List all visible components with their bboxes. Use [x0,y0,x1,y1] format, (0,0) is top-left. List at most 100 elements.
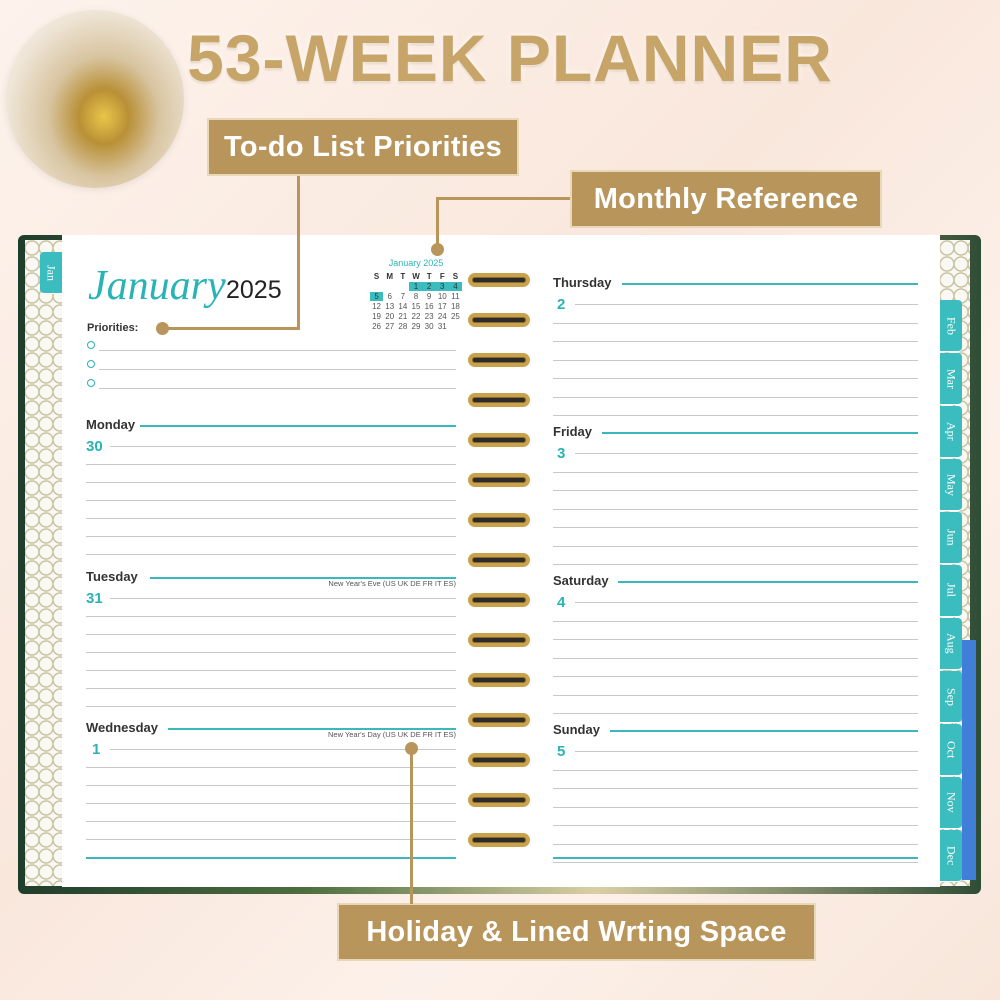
day-name: Tuesday [86,569,138,584]
calendar-day[interactable]: 13 [385,302,395,311]
calendar-day[interactable]: 16 [424,302,434,311]
writing-line [110,598,456,599]
writing-line [553,657,918,659]
calendar-day[interactable]: 29 [411,322,421,331]
day-name: Thursday [553,275,612,290]
writing-line [110,446,456,447]
calendar-day[interactable]: 26 [372,322,382,331]
tab-jun[interactable]: Jun [940,512,962,564]
calendar-day[interactable]: 27 [385,322,395,331]
calendar-day[interactable]: 3 [435,282,449,291]
tab-feb[interactable]: Feb [940,300,962,352]
spiral-ring-icon [468,513,530,527]
tab-mar[interactable]: Mar [940,353,962,405]
tab-may[interactable]: May [940,459,962,511]
calendar-day[interactable]: 21 [398,312,408,321]
callout-priorities: To-do List Priorities [207,118,519,176]
writing-line [553,694,918,696]
calendar-day[interactable]: 30 [424,322,434,331]
calendar-day[interactable]: 31 [437,322,447,331]
tab-sep[interactable]: Sep [940,671,962,723]
bullet-icon [87,379,95,387]
calendar-day[interactable]: 17 [437,302,447,311]
calendar-day[interactable]: 15 [411,302,421,311]
calendar-day[interactable]: 28 [398,322,408,331]
spiral-ring-icon [468,833,530,847]
priority-line [99,350,456,351]
tab-oct[interactable]: Oct [940,724,962,776]
writing-line [553,676,918,677]
connector-line [436,197,439,249]
calendar-day[interactable]: 1 [409,282,423,291]
calendar-day[interactable]: 14 [398,302,408,311]
day-header-line [610,730,918,732]
writing-line [553,322,918,324]
calendar-day[interactable]: 10 [437,292,447,301]
tab-dec[interactable]: Dec [940,830,962,882]
day-name: Friday [553,424,593,439]
calendar-day[interactable]: 12 [372,302,382,311]
day-header-line [150,577,456,579]
writing-line [86,482,456,483]
weekday-header: W [412,272,420,281]
priority-line [99,388,456,389]
calendar-day[interactable]: 11 [451,292,460,301]
tab-jul[interactable]: Jul [940,565,962,617]
calendar-day[interactable]: 4 [448,282,462,291]
calendar-day[interactable]: 20 [385,312,395,321]
priorities-label: Priorities: [87,322,139,334]
tab-nov[interactable]: Nov [940,777,962,829]
day-name: Saturday [553,573,609,588]
day-date: 30 [86,438,103,455]
writing-line [86,706,456,707]
calendar-day[interactable]: 18 [450,302,460,311]
spiral-ring-icon [468,673,530,687]
holiday-note: New Year's Day (US UK DE FR IT ES) [328,730,456,739]
tab-jan[interactable]: Jan [40,252,62,294]
calendar-day[interactable] [370,282,383,291]
calendar-day[interactable]: 22 [411,312,421,321]
calendar-day[interactable]: 19 [372,312,382,321]
right-page [500,235,940,887]
connector-line [162,327,300,330]
calendar-day[interactable]: 24 [437,312,447,321]
calendar-day[interactable] [383,282,396,291]
writing-line [553,396,918,398]
calendar-day[interactable]: 7 [400,292,406,301]
writing-line [553,843,918,845]
calendar-day[interactable] [449,322,462,331]
writing-line [553,527,918,528]
calendar-day[interactable] [396,282,409,291]
writing-line [553,788,918,789]
mini-calendar-title: January 2025 [388,258,444,268]
spiral-ring-icon [468,473,530,487]
calendar-day[interactable]: 6 [387,292,392,301]
writing-line [575,602,918,603]
spiral-ring-icon [468,273,530,287]
blue-edge [962,640,976,880]
spiral-ring-icon [468,713,530,727]
writing-line [86,821,456,822]
spiral-ring-icon [468,433,530,447]
spiral-ring-icon [468,353,530,367]
calendar-day[interactable]: 5 [370,292,384,301]
writing-line [86,500,456,501]
calendar-day[interactable]: 23 [424,312,434,321]
calendar-day[interactable]: 2 [422,282,436,291]
calendar-day[interactable]: 9 [426,292,432,301]
connector-line [410,748,413,904]
calendar-day[interactable]: 25 [450,312,460,321]
writing-line [553,639,918,640]
tab-apr[interactable]: Apr [940,406,962,458]
weekday-header: M [386,272,394,281]
day-date: 3 [557,445,566,462]
calendar-day[interactable]: 8 [413,292,419,301]
writing-line [86,518,456,519]
day-date: 1 [92,741,101,758]
connector-dot [156,322,169,335]
writing-line [86,616,456,617]
day-header-line [618,581,918,583]
spiral-ring-icon [468,593,530,607]
tab-aug[interactable]: Aug [940,618,962,670]
writing-line [86,803,456,804]
